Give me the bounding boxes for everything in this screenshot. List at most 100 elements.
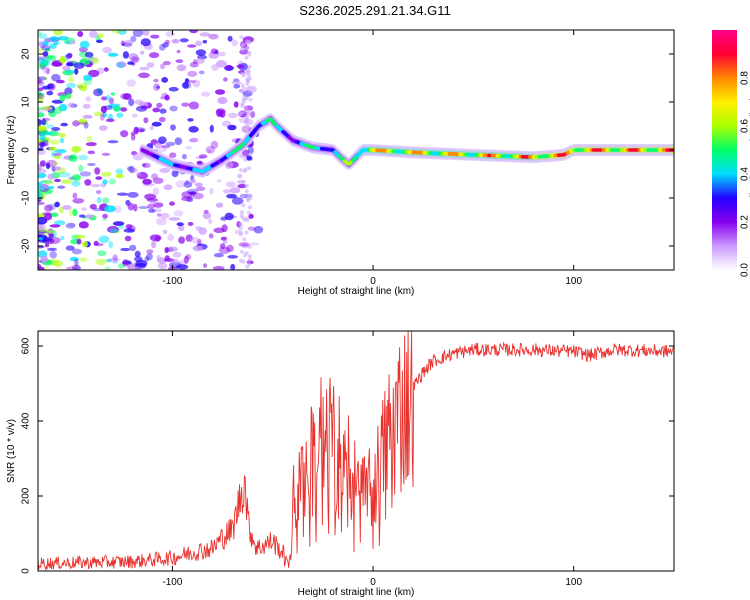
noise-blob <box>38 185 45 190</box>
x-tick-label: -100 <box>162 577 182 588</box>
noise-blob <box>240 47 245 52</box>
noise-blob <box>221 120 232 127</box>
noise-blob <box>156 217 167 226</box>
noise-blob <box>150 34 160 39</box>
noise-blob <box>196 160 203 165</box>
noise-blob <box>168 86 179 92</box>
x-tick-label: -100 <box>162 276 182 287</box>
noise-blob <box>57 185 66 189</box>
noise-blob <box>39 160 46 167</box>
noise-blob <box>42 117 51 122</box>
noise-blob <box>47 173 55 180</box>
noise-blob <box>38 107 44 111</box>
noise-blob <box>107 52 119 57</box>
noise-blob <box>79 257 88 263</box>
noise-blob <box>66 62 74 67</box>
noise-blob <box>192 245 203 252</box>
noise-blob <box>153 202 164 208</box>
noise-blob <box>89 203 97 210</box>
noise-blob <box>184 179 190 185</box>
noise-blob <box>227 124 237 131</box>
noise-blob <box>45 67 50 75</box>
noise-blob <box>194 182 203 187</box>
noise-blob <box>122 93 132 100</box>
noise-blob <box>128 98 135 107</box>
noise-blob <box>160 212 170 219</box>
noise-blob <box>246 40 251 45</box>
noise-blob <box>54 220 66 226</box>
noise-blob <box>248 97 253 102</box>
noise-blob <box>46 90 54 96</box>
noise-blob <box>60 122 68 127</box>
noise-blob <box>49 251 57 259</box>
noise-blob <box>124 235 132 242</box>
noise-blob <box>171 170 179 178</box>
noise-blob <box>189 30 198 34</box>
noise-blob <box>174 137 183 146</box>
colorbar <box>712 30 737 270</box>
heatmap-plot <box>38 30 674 270</box>
noise-blob <box>239 232 243 237</box>
noise-blob <box>38 119 42 126</box>
noise-blob <box>246 109 251 114</box>
noise-blob <box>164 255 170 261</box>
noise-blob <box>155 145 168 153</box>
noise-blob <box>196 58 205 64</box>
noise-blob <box>170 258 180 264</box>
noise-blob <box>38 192 43 198</box>
noise-blob <box>38 93 45 100</box>
noise-blob <box>84 179 92 186</box>
noise-blob <box>240 43 245 48</box>
noise-blob <box>230 263 236 270</box>
noise-blob <box>110 92 116 96</box>
noise-blob <box>38 181 43 187</box>
noise-blob <box>187 118 194 122</box>
noise-blob <box>99 125 108 131</box>
noise-blob <box>105 118 115 123</box>
noise-blob <box>65 245 75 251</box>
noise-blob <box>156 85 160 89</box>
noise-blob <box>130 55 140 64</box>
noise-blob <box>247 261 252 266</box>
noise-blob <box>38 201 45 206</box>
noise-blob <box>149 234 162 242</box>
noise-blob <box>49 43 57 49</box>
noise-blob <box>68 76 75 83</box>
noise-blob <box>247 257 252 262</box>
noise-blob <box>179 38 189 43</box>
noise-blob <box>149 125 154 130</box>
noise-blob <box>134 266 140 270</box>
noise-blob <box>247 210 251 215</box>
noise-blob <box>76 238 82 245</box>
noise-blob <box>219 243 226 250</box>
noise-blob <box>248 254 252 259</box>
noise-blob <box>103 67 109 72</box>
noise-blob <box>38 197 42 202</box>
noise-blob <box>101 171 112 177</box>
noise-blob <box>208 233 214 239</box>
noise-blob <box>153 83 161 91</box>
noise-blob <box>41 45 51 51</box>
noise-blob <box>98 235 110 244</box>
noise-blob <box>44 243 50 248</box>
noise-blob <box>142 30 150 36</box>
noise-blob <box>247 65 252 69</box>
noise-blob <box>246 73 251 78</box>
noise-blob <box>192 79 201 88</box>
noise-blob <box>181 81 192 89</box>
noise-blob <box>233 83 241 89</box>
noise-blob <box>64 87 73 95</box>
noise-blob <box>215 89 226 95</box>
noise-blob <box>210 140 219 149</box>
noise-blob <box>74 175 81 180</box>
noise-blob <box>61 179 73 185</box>
noise-blob <box>247 226 256 231</box>
noise-blob <box>38 57 45 64</box>
noise-blob <box>247 50 252 55</box>
noise-blob <box>142 178 153 185</box>
noise-blob <box>176 264 189 270</box>
noise-blob <box>38 80 45 87</box>
noise-blob <box>128 165 135 174</box>
noise-blob <box>245 85 257 93</box>
